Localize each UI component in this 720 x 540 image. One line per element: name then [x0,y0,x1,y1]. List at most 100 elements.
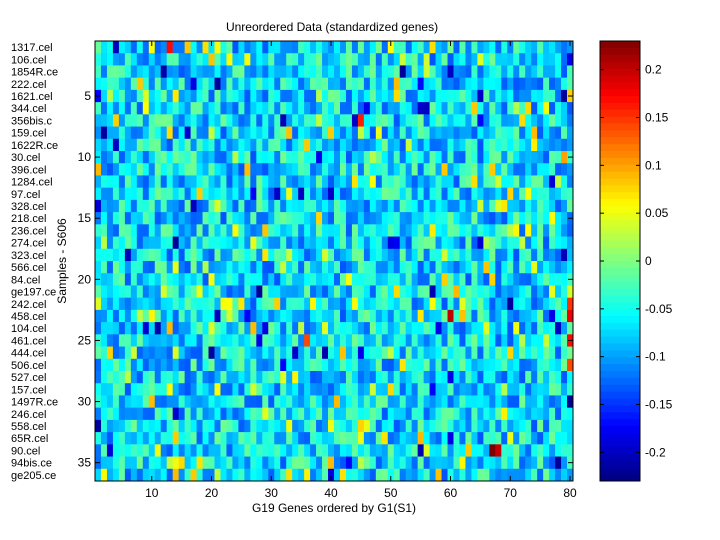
heatmap-cell [555,126,562,140]
heatmap-cell [226,41,233,54]
heatmap-cell [381,358,389,372]
heatmap-cell [124,322,132,335]
heatmap-cell [124,163,132,176]
heatmap-cell [208,126,215,140]
heatmap-cell [561,114,568,127]
heatmap-cell [298,248,305,262]
heatmap-cell [280,163,287,176]
heatmap-cell [567,248,574,262]
heatmap-cell [519,444,526,457]
heatmap-cell [513,199,520,213]
heatmap-cell [334,199,341,213]
heatmap-cell [232,212,239,225]
heatmap-cell [417,407,424,421]
colorbar-segment [600,254,640,262]
heatmap-cell [244,456,251,470]
heatmap-cell [172,383,179,396]
heatmap-cell [100,261,108,274]
heatmap-cell [196,297,203,311]
heatmap-cell [531,407,538,421]
heatmap-cell [250,395,257,409]
heatmap-cell [525,163,532,176]
heatmap-cell [238,77,245,91]
heatmap-cell [280,309,287,323]
heatmap-cell [268,456,275,470]
heatmap-cell [483,248,490,262]
heatmap-cell [495,77,502,91]
heatmap-cell [316,212,323,225]
heatmap-cell [190,456,197,470]
heatmap-cell [178,224,185,237]
heatmap-cell [435,224,442,237]
heatmap-cell [172,187,179,201]
heatmap-cell [459,444,466,457]
heatmap-cell [286,163,293,176]
heatmap-cell [124,371,132,384]
heatmap-cell [495,468,502,482]
heatmap-cell [202,89,209,103]
heatmap-cell [357,456,365,470]
heatmap-cell [226,346,233,360]
heatmap-cell [459,297,466,311]
heatmap-cell [232,102,239,115]
heatmap-cell [232,163,239,176]
heatmap-cell [507,212,514,225]
heatmap-cell [465,89,472,103]
heatmap-cell [423,432,430,445]
heatmap-cell [351,114,359,127]
heatmap-cell [202,187,209,201]
heatmap-cell [256,334,263,347]
heatmap-cell [447,444,454,457]
heatmap-cell [345,102,353,115]
heatmap-cell [124,65,132,79]
heatmap-cell [250,102,257,115]
heatmap-cell [202,224,209,237]
heatmap-cell [393,444,401,457]
heatmap-cell [172,407,179,421]
heatmap-cell [351,248,359,262]
colorbar-segment [600,130,640,138]
heatmap-cell [447,41,454,54]
heatmap-cell [190,371,197,384]
heatmap-cell [328,383,335,396]
heatmap-cell [178,334,185,347]
heatmap-cell [465,432,472,445]
heatmap-cell [393,346,401,360]
heatmap-cell [351,346,359,360]
heatmap-cell [256,175,263,189]
heatmap-cell [316,468,323,482]
heatmap-cell [531,199,538,213]
heatmap-cell [286,187,293,201]
heatmap-cell [351,419,359,433]
heatmap-cell [220,358,227,372]
heatmap-cell [292,444,299,457]
heatmap-cell [304,383,311,396]
heatmap-cell [519,163,526,176]
heatmap-cell [322,114,329,127]
heatmap-cell [202,77,209,91]
heatmap-cell [339,419,347,433]
heatmap-cell [124,334,132,347]
heatmap-cell [250,212,257,225]
heatmap-cell [459,199,466,213]
heatmap-cell [154,212,162,225]
heatmap-cell [375,41,383,54]
heatmap-cell [447,151,454,164]
sample-label: 159.cel [11,128,46,140]
heatmap-cell [549,273,556,286]
heatmap-cell [322,77,329,91]
colorbar-segment [600,281,640,290]
heatmap-cell [441,175,448,189]
heatmap-cell [316,383,323,396]
heatmap-cell [423,187,430,201]
heatmap-cell [381,285,389,299]
heatmap-cell [447,273,454,286]
heatmap-cell [130,346,138,360]
heatmap-cell [232,236,239,250]
heatmap-cell [411,89,418,103]
heatmap-cell [95,358,102,372]
heatmap-cell [220,468,227,482]
heatmap-cell [268,432,275,445]
heatmap-cell [208,212,215,225]
heatmap-cell [196,419,203,433]
